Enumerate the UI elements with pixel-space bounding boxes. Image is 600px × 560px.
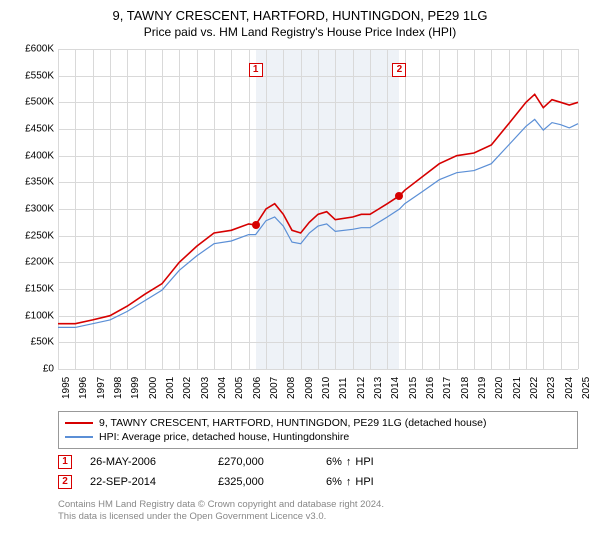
y-axis-label: £350K: [14, 177, 54, 188]
y-axis-label: £200K: [14, 257, 54, 268]
arrow-up-icon: ↑: [346, 476, 352, 488]
y-axis-label: £300K: [14, 204, 54, 215]
legend-label: 9, TAWNY CRESCENT, HARTFORD, HUNTINGDON,…: [99, 417, 486, 429]
x-axis-label: 1996: [78, 377, 89, 399]
transaction-marker-dot: [395, 192, 403, 200]
transaction-marker-label: 2: [58, 475, 72, 489]
x-axis-label: 1995: [61, 377, 72, 399]
x-axis-label: 2025: [581, 377, 592, 399]
x-axis-label: 2002: [182, 377, 193, 399]
legend-label: HPI: Average price, detached house, Hunt…: [99, 431, 349, 443]
chart-area: £0 £50K £100K £150K £200K £250K £300K £350K £400…: [12, 45, 588, 405]
transaction-suffix: HPI: [355, 476, 373, 488]
legend-item: 9, TAWNY CRESCENT, HARTFORD, HUNTINGDON,…: [65, 416, 571, 430]
x-axis-label: 2021: [512, 377, 523, 399]
legend-swatch: [65, 422, 93, 424]
x-axis-label: 2019: [477, 377, 488, 399]
legend-box: 9, TAWNY CRESCENT, HARTFORD, HUNTINGDON,…: [58, 411, 578, 449]
gridline-vertical: [578, 49, 579, 369]
transaction-marker-box: 1: [249, 63, 263, 77]
transaction-pct: 6% ↑HPI: [326, 476, 374, 488]
x-axis-label: 2007: [269, 377, 280, 399]
transaction-suffix: HPI: [355, 456, 373, 468]
series-property: [58, 94, 578, 323]
series-hpi: [58, 119, 578, 327]
x-axis-label: 1997: [96, 377, 107, 399]
x-axis-label: 2001: [165, 377, 176, 399]
x-axis-label: 1998: [113, 377, 124, 399]
x-axis-label: 2006: [252, 377, 263, 399]
transaction-pct-value: 6%: [326, 476, 342, 488]
y-axis-label: £250K: [14, 230, 54, 241]
arrow-up-icon: ↑: [346, 456, 352, 468]
transaction-marker-dot: [252, 221, 260, 229]
y-axis-label: £500K: [14, 97, 54, 108]
y-axis-label: £50K: [14, 337, 54, 348]
x-axis-label: 2014: [390, 377, 401, 399]
x-axis-label: 2010: [321, 377, 332, 399]
transaction-date: 22-SEP-2014: [90, 476, 200, 488]
y-axis-label: £100K: [14, 310, 54, 321]
transaction-marker-box: 2: [392, 63, 406, 77]
x-axis-label: 2013: [373, 377, 384, 399]
gridline-horizontal: [58, 369, 578, 370]
transactions-list: 1 26-MAY-2006 £270,000 6% ↑HPI 2 22-SEP-2014 £3…: [12, 455, 588, 489]
x-axis-label: 2012: [356, 377, 367, 399]
x-axis-label: 2017: [442, 377, 453, 399]
legend-item: HPI: Average price, detached house, Hunt…: [65, 430, 571, 444]
chart-container: 9, TAWNY CRESCENT, HARTFORD, HUNTINGDON,…: [0, 0, 600, 532]
y-axis-label: £600K: [14, 44, 54, 55]
x-axis-label: 2022: [529, 377, 540, 399]
title-block: 9, TAWNY CRESCENT, HARTFORD, HUNTINGDON,…: [12, 8, 588, 39]
transaction-price: £270,000: [218, 456, 308, 468]
y-axis-label: £0: [14, 364, 54, 375]
plot-area: [58, 49, 578, 369]
transaction-price: £325,000: [218, 476, 308, 488]
line-series-svg: [58, 49, 578, 369]
y-axis-label: £450K: [14, 124, 54, 135]
transaction-row: 1 26-MAY-2006 £270,000 6% ↑HPI: [58, 455, 588, 469]
transaction-pct: 6% ↑HPI: [326, 456, 374, 468]
x-axis-label: 2005: [234, 377, 245, 399]
transaction-row: 2 22-SEP-2014 £325,000 6% ↑HPI: [58, 475, 588, 489]
x-axis-label: 2016: [425, 377, 436, 399]
x-axis-label: 2024: [564, 377, 575, 399]
y-axis-label: £550K: [14, 70, 54, 81]
y-axis-label: £150K: [14, 284, 54, 295]
chart-title: 9, TAWNY CRESCENT, HARTFORD, HUNTINGDON,…: [12, 8, 588, 23]
x-axis-label: 2011: [338, 377, 349, 399]
x-axis-label: 2003: [200, 377, 211, 399]
x-axis-label: 2004: [217, 377, 228, 399]
x-axis-label: 2009: [304, 377, 315, 399]
x-axis-label: 2018: [460, 377, 471, 399]
footer-attribution: Contains HM Land Registry data © Crown c…: [58, 499, 588, 524]
transaction-date: 26-MAY-2006: [90, 456, 200, 468]
legend-swatch: [65, 436, 93, 437]
footer-line-2: This data is licensed under the Open Gov…: [58, 511, 588, 523]
transaction-marker-label: 1: [58, 455, 72, 469]
x-axis-label: 2008: [286, 377, 297, 399]
chart-subtitle: Price paid vs. HM Land Registry's House …: [12, 25, 588, 39]
x-axis-label: 2000: [148, 377, 159, 399]
transaction-pct-value: 6%: [326, 456, 342, 468]
x-axis-label: 1999: [130, 377, 141, 399]
x-axis-label: 2020: [494, 377, 505, 399]
y-axis-label: £400K: [14, 150, 54, 161]
footer-line-1: Contains HM Land Registry data © Crown c…: [58, 499, 588, 511]
x-axis-label: 2023: [546, 377, 557, 399]
x-axis-label: 2015: [408, 377, 419, 399]
